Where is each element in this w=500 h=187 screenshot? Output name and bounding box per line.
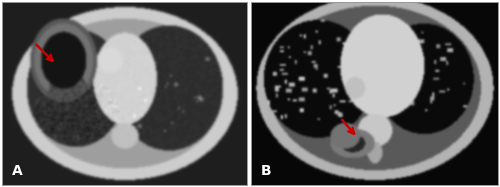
Text: B: B: [261, 164, 272, 178]
Text: A: A: [12, 164, 22, 178]
